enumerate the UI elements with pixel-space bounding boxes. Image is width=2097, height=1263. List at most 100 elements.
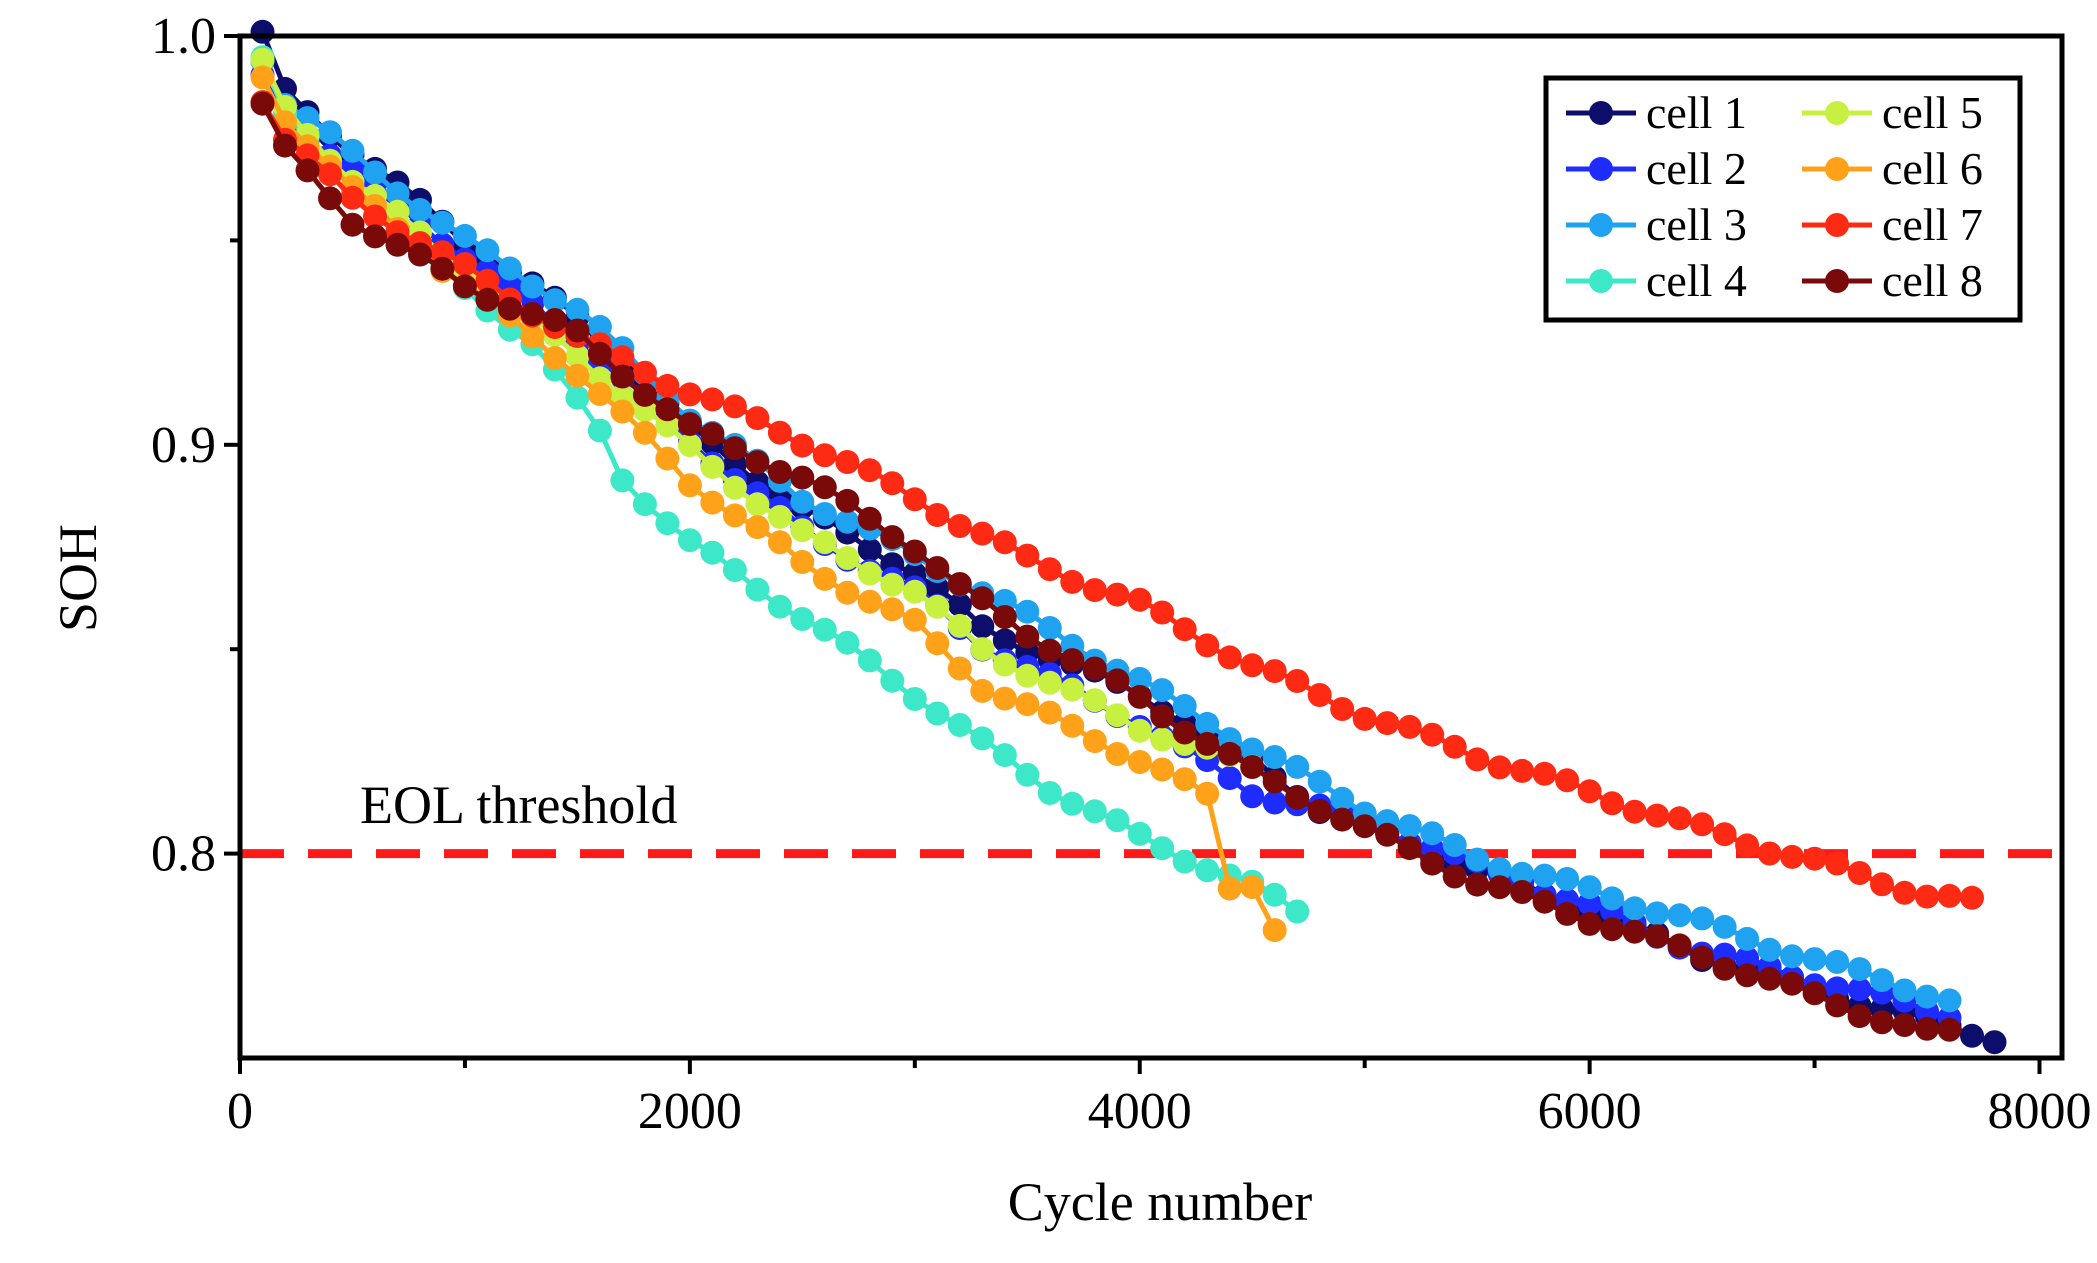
data-point bbox=[1307, 683, 1332, 707]
data-point bbox=[1015, 624, 1040, 649]
data-point bbox=[1127, 587, 1152, 612]
data-point bbox=[745, 515, 770, 540]
data-point bbox=[250, 65, 275, 90]
data-point bbox=[925, 503, 950, 527]
data-point bbox=[430, 256, 455, 281]
data-point bbox=[722, 503, 747, 528]
data-point bbox=[1105, 703, 1130, 728]
data-point bbox=[1105, 668, 1130, 693]
data-point bbox=[677, 433, 702, 458]
data-point bbox=[1262, 882, 1287, 907]
data-point bbox=[475, 238, 500, 263]
data-point bbox=[610, 468, 635, 493]
data-point bbox=[767, 594, 792, 619]
data-point bbox=[1217, 645, 1242, 670]
data-point bbox=[902, 687, 927, 711]
data-point bbox=[1892, 1013, 1917, 1037]
data-point bbox=[363, 160, 387, 185]
data-point bbox=[1060, 791, 1085, 816]
data-point bbox=[745, 450, 770, 475]
data-point bbox=[857, 648, 882, 673]
data-point bbox=[767, 504, 792, 529]
data-point bbox=[1487, 755, 1512, 780]
data-point bbox=[1780, 944, 1805, 969]
axes-layer: 0 2000 4000 6000 8000 0.8 0.9 1.0 bbox=[151, 8, 2092, 1140]
legend-swatch-marker bbox=[1825, 157, 1849, 181]
legend-label: cell 7 bbox=[1882, 199, 1983, 250]
data-point bbox=[1937, 988, 1962, 1013]
data-point bbox=[947, 572, 972, 596]
data-point bbox=[1937, 1017, 1962, 1042]
data-point bbox=[812, 530, 837, 555]
data-point bbox=[1240, 784, 1265, 809]
data-point bbox=[1442, 734, 1467, 759]
data-point bbox=[902, 579, 927, 604]
data-point bbox=[1037, 616, 1062, 640]
data-point bbox=[1847, 1004, 1872, 1029]
data-point bbox=[1735, 963, 1760, 988]
data-point bbox=[1240, 875, 1265, 900]
data-point bbox=[1015, 762, 1040, 787]
data-point bbox=[542, 346, 567, 370]
data-point bbox=[1262, 918, 1287, 943]
data-point bbox=[408, 242, 432, 267]
data-point bbox=[722, 475, 747, 500]
data-point bbox=[1690, 945, 1715, 970]
data-point bbox=[1172, 767, 1197, 792]
data-point bbox=[1172, 849, 1197, 874]
data-point bbox=[1555, 768, 1580, 793]
data-point bbox=[1285, 754, 1310, 779]
data-point bbox=[677, 412, 702, 437]
data-point bbox=[1555, 901, 1580, 926]
data-point bbox=[587, 382, 612, 406]
data-point bbox=[318, 186, 342, 211]
data-point bbox=[632, 420, 657, 445]
data-point bbox=[1510, 861, 1535, 886]
legend-swatch-marker bbox=[1589, 157, 1613, 181]
data-point bbox=[1667, 903, 1692, 928]
data-point bbox=[1825, 976, 1850, 1001]
data-point bbox=[565, 363, 590, 388]
series-cell-6 bbox=[250, 65, 1287, 943]
data-point bbox=[992, 652, 1017, 677]
data-point bbox=[1870, 872, 1894, 897]
data-point bbox=[1487, 857, 1512, 882]
data-point bbox=[812, 475, 837, 500]
data-point bbox=[1105, 582, 1130, 607]
data-point bbox=[1217, 766, 1242, 791]
data-point bbox=[902, 539, 927, 564]
data-point bbox=[250, 91, 275, 116]
data-point bbox=[1510, 880, 1535, 904]
data-point bbox=[1442, 833, 1467, 857]
data-point bbox=[1577, 779, 1602, 804]
data-point bbox=[835, 509, 860, 534]
data-point bbox=[925, 594, 950, 619]
data-point bbox=[1532, 863, 1557, 888]
data-point bbox=[1037, 670, 1062, 695]
data-point bbox=[1172, 720, 1197, 745]
data-point bbox=[1420, 851, 1445, 876]
data-point bbox=[1127, 684, 1152, 709]
data-point bbox=[1577, 875, 1602, 900]
data-point bbox=[1802, 981, 1827, 1006]
data-point bbox=[250, 47, 275, 72]
data-point bbox=[385, 199, 410, 224]
data-point bbox=[947, 656, 972, 681]
data-point bbox=[1622, 896, 1647, 921]
data-point bbox=[1172, 694, 1197, 718]
data-point bbox=[1735, 926, 1760, 951]
legend-swatch-marker bbox=[1825, 101, 1849, 125]
data-point bbox=[1982, 1030, 2007, 1055]
data-point bbox=[1690, 906, 1715, 931]
data-point bbox=[1690, 812, 1715, 837]
data-point bbox=[1015, 543, 1040, 568]
data-point bbox=[1285, 785, 1310, 810]
data-point bbox=[925, 556, 950, 580]
data-point bbox=[340, 138, 365, 163]
data-point bbox=[1892, 880, 1917, 905]
data-point bbox=[857, 537, 882, 562]
data-point bbox=[970, 726, 995, 751]
data-point bbox=[1780, 844, 1805, 869]
legend-swatch-marker bbox=[1825, 269, 1849, 293]
